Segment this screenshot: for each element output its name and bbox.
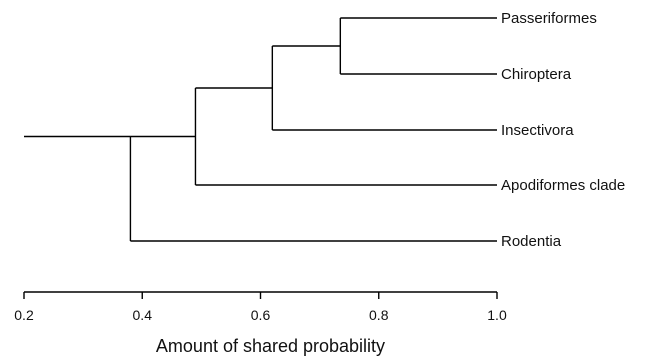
- x-tick-label: 0.2: [14, 307, 34, 323]
- x-tick-label: 0.6: [251, 307, 271, 323]
- x-axis-ticks: 0.2 0.4 0.6 0.8 1.0: [14, 292, 507, 323]
- leaf-label-rodentia: Rodentia: [501, 233, 562, 250]
- x-tick-label: 0.8: [369, 307, 389, 323]
- x-tick-label: 1.0: [487, 307, 507, 323]
- leaf-label-insectivora: Insectivora: [501, 122, 574, 139]
- leaf-label-passeriformes: Passeriformes: [501, 10, 597, 27]
- leaf-label-chiroptera: Chiroptera: [501, 66, 572, 83]
- x-tick-label: 0.4: [133, 307, 153, 323]
- leaf-label-apodiformes-clade: Apodiformes clade: [501, 177, 625, 194]
- x-axis-title: Amount of shared probability: [156, 336, 385, 356]
